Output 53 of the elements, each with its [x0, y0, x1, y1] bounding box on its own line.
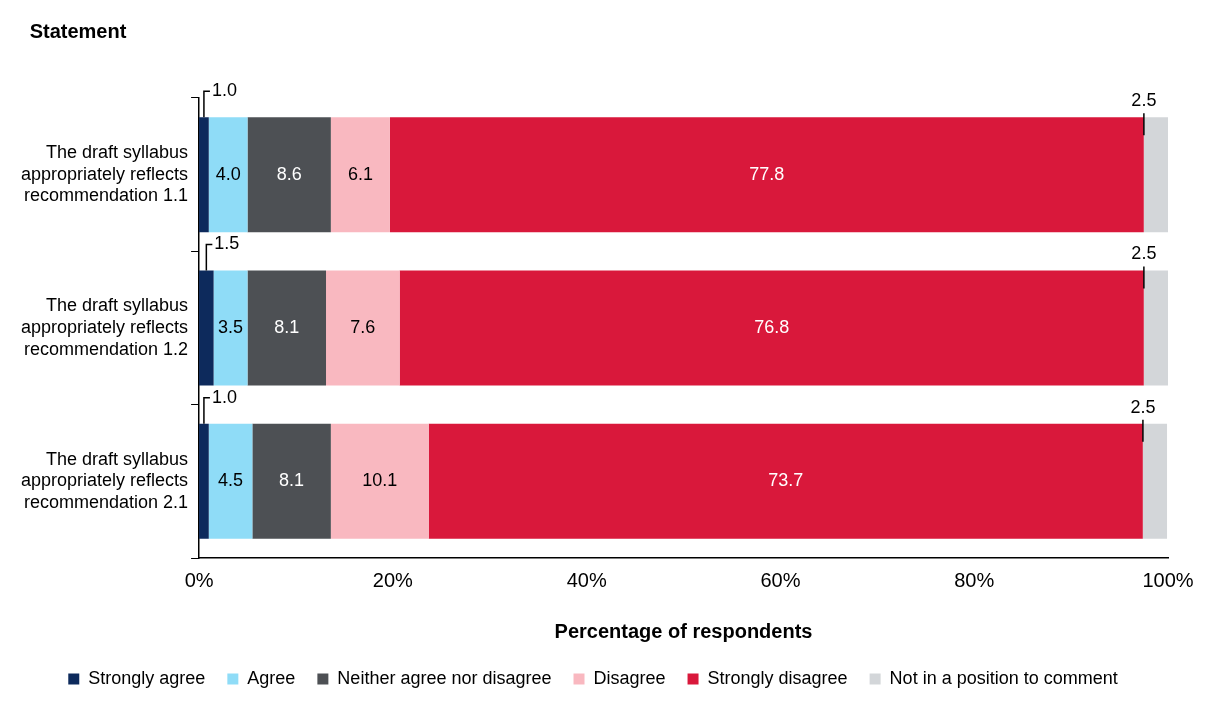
x-tick-label: 20% — [372, 568, 414, 591]
data-label: 1.0 — [211, 80, 237, 101]
bar — [199, 423, 209, 539]
bar — [399, 270, 1144, 386]
data-label: 1.0 — [211, 386, 237, 407]
y-tick-label: The draft syllabus appropriately reflects recommendation 1.2 — [20, 295, 189, 359]
legend-label: Not in a position to comment — [889, 667, 1118, 688]
data-label: 73.7 — [768, 470, 804, 491]
data-label: 4.5 — [218, 470, 244, 491]
bar — [208, 423, 253, 539]
data-label: 77.8 — [749, 163, 785, 184]
data-label: 2.5 — [1131, 90, 1157, 111]
data-label: 7.6 — [350, 316, 376, 337]
bar — [1143, 270, 1168, 386]
data-label: 10.1 — [362, 470, 398, 491]
bar — [199, 117, 209, 233]
data-label: 8.1 — [279, 470, 305, 491]
data-label: 6.1 — [347, 163, 373, 184]
y-tick-label: The draft syllabus appropriately reflects recommendation 2.1 — [20, 448, 189, 512]
bar — [330, 423, 429, 539]
x-axis-title: Percentage of respondents — [554, 619, 813, 642]
x-tick-label: 60% — [760, 568, 801, 591]
bar — [326, 270, 400, 386]
bar — [330, 117, 390, 233]
y-tick-label: The draft syllabus appropriately reflects recommendation 1.1 — [20, 142, 189, 206]
bar — [1142, 423, 1168, 539]
bar — [199, 270, 214, 386]
legend-label: Neither agree nor disagree — [337, 667, 552, 688]
data-label: 4.0 — [215, 163, 241, 184]
x-tick-label: 80% — [954, 568, 995, 591]
bar — [1143, 117, 1168, 233]
x-tick-label: 100% — [1142, 568, 1194, 591]
x-tick-label: 40% — [566, 568, 607, 591]
bar — [252, 423, 331, 539]
legend-label: Agree — [247, 667, 296, 688]
legend-label: Strongly disagree — [707, 667, 848, 688]
y-axis-title: Statement — [29, 19, 127, 42]
bar — [247, 270, 327, 386]
data-label: 8.1 — [274, 316, 300, 337]
data-label: 1.5 — [214, 233, 240, 254]
bar — [208, 117, 248, 233]
x-tick-label: 0% — [184, 568, 214, 591]
bar — [389, 117, 1144, 233]
bar — [428, 423, 1143, 539]
data-label: 8.6 — [276, 163, 302, 184]
data-label: 2.5 — [1131, 243, 1157, 264]
data-label: 3.5 — [218, 316, 244, 337]
data-label: 76.8 — [754, 316, 790, 337]
bar — [247, 117, 331, 233]
data-label: 2.5 — [1130, 396, 1156, 417]
legend-label: Disagree — [593, 667, 666, 688]
legend-label: Strongly agree — [88, 667, 206, 688]
bar — [213, 270, 248, 386]
